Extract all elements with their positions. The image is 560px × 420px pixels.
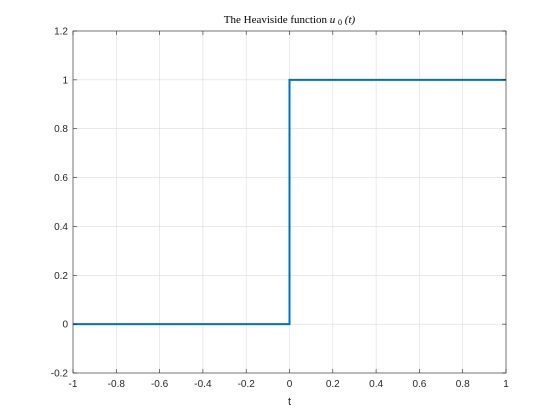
y-tick-label: 1.2 [54, 27, 68, 38]
chart-title-text: The Heaviside function [224, 14, 330, 26]
x-axis-label: t [288, 396, 291, 408]
y-tick-label: 0.2 [54, 271, 68, 282]
x-tick-label: 0.6 [412, 379, 426, 390]
x-tick-labels: -1 -0.8 -0.6 -0.4 -0.2 0 0.2 0.4 0.6 0.8 1 [69, 379, 510, 390]
chart-title: The Heaviside function u 0 (t) [224, 14, 356, 28]
x-tick-label: 0.8 [456, 379, 470, 390]
x-tick-label: -0.4 [194, 379, 212, 390]
x-tick-label: -0.8 [108, 379, 126, 390]
y-tick-label: 0.6 [54, 173, 68, 184]
y-tick-label: 0.4 [54, 222, 68, 233]
x-tick-label: 1 [503, 379, 509, 390]
series-line [73, 78, 506, 326]
x-tick-label: 0 [287, 379, 293, 390]
y-tick-label: -0.2 [51, 369, 69, 380]
x-tick-label: -0.2 [238, 379, 256, 390]
x-tick-label: -0.6 [151, 379, 169, 390]
x-tick-label: 0.4 [369, 379, 383, 390]
y-tick-label: 1 [62, 75, 68, 86]
chart-title-math-base: u [330, 14, 336, 26]
x-tick-label: 0.2 [326, 379, 340, 390]
chart-title-math-subscript: 0 [338, 18, 342, 27]
chart-title-math-argument: (t) [345, 14, 356, 26]
y-tick-label: 0.8 [54, 124, 68, 135]
y-tick-label: 0 [62, 320, 68, 331]
y-tick-labels: -0.2 0 0.2 0.4 0.6 0.8 1 1.2 [51, 27, 69, 380]
series-group [73, 78, 506, 326]
x-tick-label: -1 [69, 379, 78, 390]
ticks-group [72, 30, 507, 374]
